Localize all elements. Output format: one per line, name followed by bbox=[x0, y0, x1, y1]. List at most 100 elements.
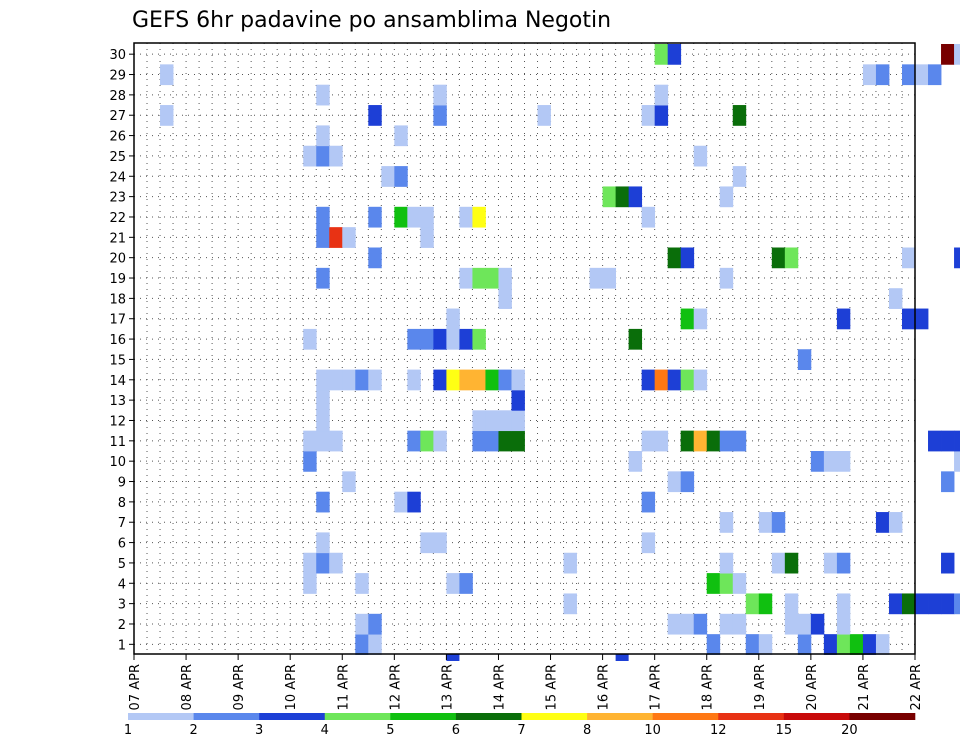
heatmap-cell bbox=[836, 308, 851, 330]
heatmap-cell bbox=[667, 369, 682, 391]
heatmap-cell bbox=[394, 491, 408, 513]
heatmap-cell bbox=[771, 512, 786, 533]
heatmap-cell bbox=[303, 573, 317, 594]
heatmap-cell bbox=[459, 573, 473, 594]
x-tick-label: 13 APR bbox=[440, 664, 455, 710]
heatmap-cell bbox=[888, 593, 903, 615]
heatmap-cell bbox=[342, 227, 356, 248]
heatmap-cell bbox=[641, 430, 656, 452]
y-tick-label: 11 bbox=[109, 435, 126, 450]
y-tick-label: 28 bbox=[109, 89, 126, 104]
heatmap-cell bbox=[706, 573, 721, 594]
heatmap-cell bbox=[928, 593, 942, 615]
heatmap-cell bbox=[654, 84, 669, 106]
heatmap-cell bbox=[654, 44, 669, 65]
y-tick-label: 3 bbox=[118, 598, 126, 613]
heatmap-cell bbox=[719, 613, 734, 635]
heatmap-cell bbox=[329, 227, 343, 248]
heatmap-cell bbox=[485, 369, 499, 391]
y-tick-label: 17 bbox=[109, 313, 126, 328]
x-tick-label: 18 APR bbox=[701, 664, 716, 710]
heatmap-cell bbox=[641, 491, 656, 513]
x-tick-label: 22 APR bbox=[909, 664, 924, 710]
heatmap-cell bbox=[875, 634, 890, 655]
heatmap-cell bbox=[928, 430, 942, 452]
heatmap-cell bbox=[511, 369, 525, 391]
heatmap-cell bbox=[875, 64, 890, 86]
heatmap-cell bbox=[316, 389, 330, 411]
heatmap-cell bbox=[706, 430, 721, 452]
heatmap-cell bbox=[771, 552, 786, 574]
heatmap-cell bbox=[667, 247, 682, 269]
heatmap-cell bbox=[915, 64, 929, 86]
heatmap-cell bbox=[941, 44, 955, 65]
heatmap-cell bbox=[784, 247, 799, 269]
heatmap-cells bbox=[160, 44, 960, 661]
heatmap-cell bbox=[667, 44, 682, 65]
heatmap-cell bbox=[316, 552, 330, 574]
heatmap-cell bbox=[875, 512, 890, 533]
heatmap-cell bbox=[823, 552, 838, 574]
heatmap-cell bbox=[368, 247, 382, 269]
heatmap-cell bbox=[823, 451, 838, 472]
heatmap-cell bbox=[732, 430, 747, 452]
y-tick-label: 2 bbox=[118, 618, 126, 633]
heatmap-cell bbox=[680, 369, 695, 391]
heatmap-cell bbox=[368, 206, 382, 228]
heatmap-cell bbox=[407, 491, 421, 513]
heatmap-cell bbox=[745, 593, 760, 615]
heatmap-cell bbox=[472, 410, 486, 432]
heatmap-cell bbox=[368, 105, 382, 126]
heatmap-cell bbox=[628, 451, 643, 472]
heatmap-cell bbox=[901, 308, 916, 330]
heatmap-cell bbox=[316, 430, 330, 452]
heatmap-cell bbox=[303, 328, 317, 350]
colorbar-label: 12 bbox=[710, 723, 727, 738]
heatmap-cell bbox=[355, 573, 369, 594]
heatmap-cell bbox=[420, 532, 434, 554]
x-tick-label: 07 APR bbox=[128, 664, 143, 710]
colorbar-label: 6 bbox=[452, 723, 460, 738]
heatmap-cell bbox=[160, 64, 174, 86]
heatmap-cell bbox=[719, 186, 734, 208]
colorbar-swatch bbox=[259, 713, 326, 720]
heatmap-cell bbox=[771, 247, 786, 269]
heatmap-cell bbox=[433, 105, 447, 126]
heatmap-cell bbox=[420, 430, 434, 452]
heatmap-cell bbox=[941, 430, 955, 452]
heatmap-cell bbox=[941, 552, 955, 574]
heatmap-cell bbox=[954, 430, 960, 452]
heatmap-cell bbox=[849, 634, 864, 655]
heatmap-cell bbox=[680, 308, 695, 330]
y-tick-label: 25 bbox=[109, 150, 126, 165]
heatmap-cell bbox=[563, 593, 577, 615]
heatmap-cell bbox=[459, 267, 473, 289]
heatmap-cell bbox=[355, 634, 369, 655]
heatmap-cell bbox=[680, 471, 695, 493]
heatmap-cell bbox=[693, 308, 708, 330]
heatmap-cell bbox=[329, 145, 343, 167]
heatmap-cell bbox=[784, 593, 799, 615]
colorbar-swatch bbox=[128, 713, 194, 720]
y-tick-label: 15 bbox=[109, 353, 126, 368]
y-tick-label: 24 bbox=[109, 170, 126, 185]
y-tick-label: 9 bbox=[118, 476, 126, 491]
heatmap-cell bbox=[316, 206, 330, 228]
heatmap-cell bbox=[160, 105, 174, 126]
heatmap-cell bbox=[329, 369, 343, 391]
heatmap-cell bbox=[472, 206, 486, 228]
y-tick-label: 16 bbox=[109, 333, 126, 348]
heatmap-cell bbox=[485, 430, 499, 452]
heatmap-cell bbox=[329, 430, 343, 452]
heatmap-cell bbox=[420, 206, 434, 228]
heatmap-cell bbox=[641, 532, 656, 554]
y-tick-label: 8 bbox=[118, 496, 126, 511]
heatmap-cell bbox=[485, 410, 499, 432]
x-tick-label: 21 APR bbox=[857, 664, 872, 710]
heatmap-cell bbox=[316, 145, 330, 167]
heatmap-cell bbox=[368, 634, 382, 655]
heatmap-cell bbox=[342, 471, 356, 493]
heatmap-cell bbox=[407, 206, 421, 228]
colorbar-label: 5 bbox=[386, 723, 394, 738]
heatmap-cell bbox=[342, 369, 356, 391]
